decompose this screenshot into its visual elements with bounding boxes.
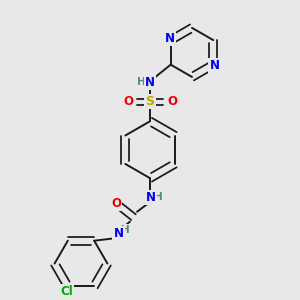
Text: H: H xyxy=(121,225,130,235)
Text: O: O xyxy=(111,197,121,210)
Text: O: O xyxy=(167,95,177,108)
Text: N: N xyxy=(164,32,175,45)
Text: Cl: Cl xyxy=(60,285,73,298)
Text: O: O xyxy=(123,95,133,108)
Text: N: N xyxy=(209,59,220,72)
Text: S: S xyxy=(146,95,154,108)
Text: N: N xyxy=(113,227,124,240)
Text: H: H xyxy=(136,77,146,87)
Text: H: H xyxy=(154,192,163,202)
Text: N: N xyxy=(146,191,156,204)
Text: N: N xyxy=(145,76,155,89)
